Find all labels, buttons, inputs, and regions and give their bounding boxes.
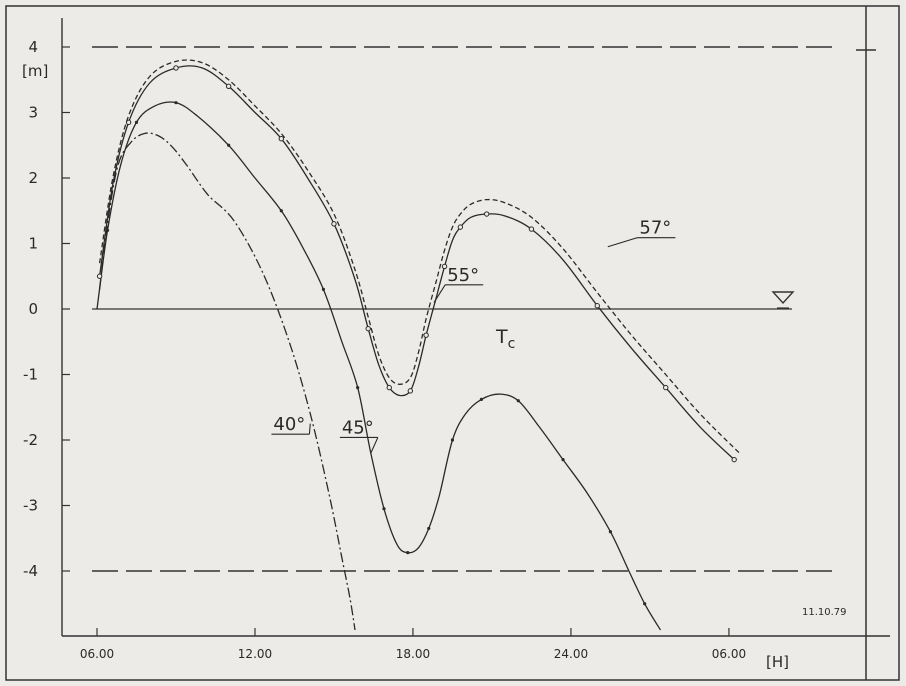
data-point [450,438,455,442]
data-point [173,65,179,71]
data-point [423,332,429,338]
y-axis-ticks: 4 3 2 1 0 -1 -2 -3 -4 [23,38,70,580]
data-point [594,303,600,309]
y-tick-label: -4 [23,562,38,580]
data-point [227,143,231,147]
series-line [98,132,356,631]
water-level-triangle-icon [771,291,795,309]
x-tick-label: 12.00 [238,647,272,661]
label-leader [607,237,638,248]
series-0: 40° [98,132,356,631]
x-tick-label: 06.00 [712,647,746,661]
data-point [643,602,647,606]
data-point [382,507,386,511]
data-point [321,287,326,291]
x-axis-label: [H] [766,653,789,671]
data-point [125,119,132,126]
series-line [96,101,662,631]
y-tick-label: 0 [28,300,38,318]
series-2: 55° [96,65,737,463]
x-tick-label: 06.00 [80,647,114,661]
x-axis-ticks: 06.00 12.00 18.00 24.00 06.00 [80,628,746,661]
data-point [331,221,337,227]
series-label: 45° [342,417,374,438]
series-label: 40° [273,414,305,435]
data-point [457,224,464,230]
data-point [386,384,392,391]
data-point [279,209,283,213]
y-tick-label: 4 [28,38,38,56]
tc-label: Tc [495,326,515,352]
data-point [427,526,431,531]
series-label: 57° [639,218,671,239]
series-layer: 40° 45° 55° 57° [96,59,740,631]
date-note: 11.10.79 [802,607,847,618]
data-point [174,101,178,105]
data-point [105,228,110,232]
data-point [731,456,737,463]
data-point [663,384,669,391]
data-point [479,397,484,401]
y-axis-label: [m] [22,62,48,80]
y-tick-label: -3 [23,497,38,515]
y-tick-label: -2 [23,431,38,449]
x-tick-label: 24.00 [554,647,588,661]
data-point [528,226,535,232]
data-point [483,211,490,217]
y-tick-label: -1 [23,366,38,384]
label-leader [308,423,311,435]
data-point [365,325,371,332]
series-label: 55° [447,265,479,286]
y-tick-label: 3 [28,104,38,122]
y-tick-label: 2 [28,169,38,187]
frame-border [5,5,900,681]
data-point [516,399,520,403]
series-1: 45° [96,101,662,631]
series-line [98,59,740,454]
data-point [608,530,613,534]
data-point [441,263,448,270]
data-point [278,136,285,142]
data-point [225,83,232,90]
data-point [407,388,414,394]
series-3: 57° [98,59,740,454]
label-leader [370,437,379,454]
data-point [134,120,139,124]
data-point [96,273,103,279]
x-tick-label: 18.00 [396,647,430,661]
label-leader [433,284,446,303]
y-tick-label: 1 [28,235,38,253]
data-point [561,458,565,462]
reference-lines [92,46,836,572]
data-point [406,551,410,555]
data-point [356,386,360,390]
